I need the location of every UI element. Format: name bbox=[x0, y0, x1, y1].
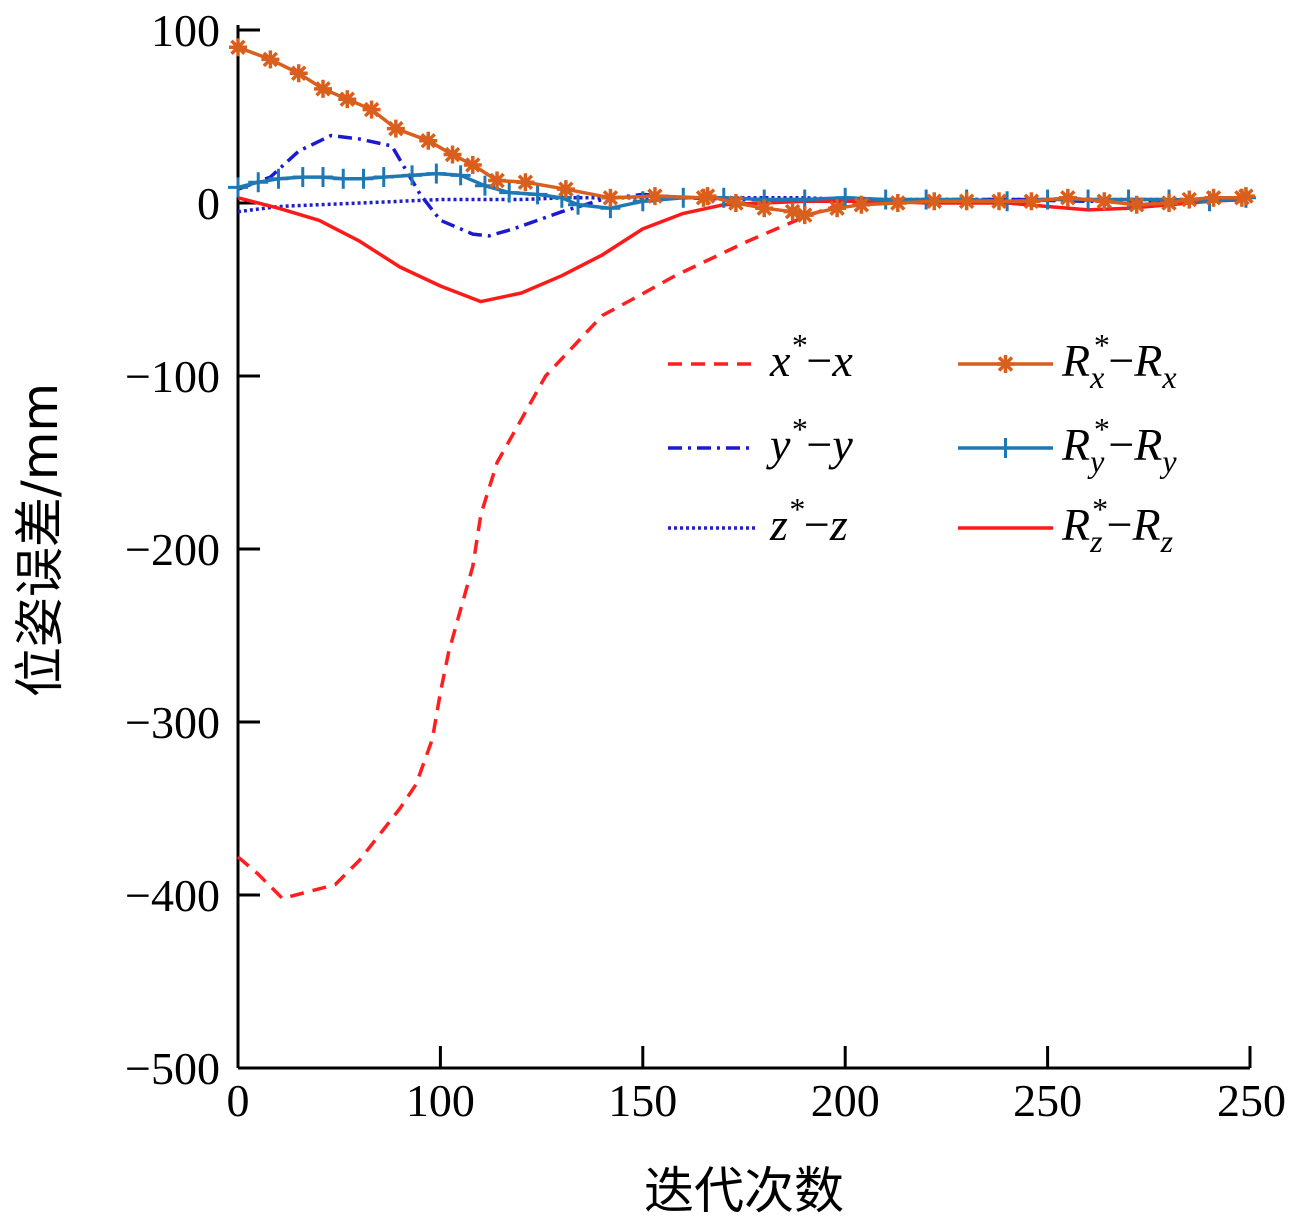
legend-swatch-marker bbox=[996, 355, 1015, 373]
series-Ry-4-marker bbox=[426, 163, 447, 184]
series-Rx-3-marker bbox=[419, 131, 438, 150]
legend-item: Rx*−Rx bbox=[958, 327, 1177, 395]
series-Rx-3-marker bbox=[1022, 192, 1041, 211]
legend-item: z*−z bbox=[668, 491, 848, 550]
series-Rx-3-marker bbox=[1095, 192, 1114, 211]
series-Rx-3-marker bbox=[1127, 195, 1146, 214]
legend-label: x*−x bbox=[769, 327, 853, 386]
series-Rx-3-marker bbox=[488, 171, 507, 190]
series-Ry-4-marker bbox=[292, 167, 313, 188]
series-Ry-4-marker bbox=[313, 167, 334, 188]
series-Rx-3-marker bbox=[1160, 194, 1179, 212]
y-tick-label: −300 bbox=[125, 697, 220, 748]
series-Rx-3-marker bbox=[888, 194, 907, 212]
series-Ry-4-marker bbox=[353, 168, 374, 189]
plot-lines bbox=[228, 38, 1256, 901]
series-Rx-3-marker bbox=[443, 145, 462, 164]
series-Rx-3-marker bbox=[925, 192, 944, 211]
series-Rx-3-marker bbox=[386, 119, 405, 138]
series-Rx-3-marker bbox=[338, 90, 357, 109]
series-Ry-4-marker bbox=[402, 165, 423, 186]
series-Rx-3-marker bbox=[362, 100, 381, 119]
series-yy-1-line bbox=[237, 133, 1247, 238]
series-Rx-3-marker bbox=[556, 180, 575, 199]
series-Rz-5 bbox=[237, 196, 1247, 304]
series-Ry-4-marker bbox=[499, 182, 520, 203]
series-Ry-4-marker bbox=[568, 194, 589, 215]
x-axis-title: 迭代次数 bbox=[644, 1162, 844, 1220]
legend-label: Ry*−Ry bbox=[1061, 411, 1177, 479]
series-Rx-3-marker bbox=[957, 192, 976, 211]
x-tick-label: 150 bbox=[608, 1075, 677, 1126]
series-Rx-3-marker bbox=[990, 192, 1009, 211]
series-Rx-3-marker bbox=[516, 173, 535, 192]
legend-swatch-marker bbox=[995, 438, 1016, 458]
x-tick-label: 200 bbox=[811, 1075, 880, 1126]
series-Rx-3-marker bbox=[783, 202, 802, 221]
series-Ry-4-marker bbox=[228, 177, 248, 198]
series-Rx-3-marker bbox=[645, 187, 664, 206]
legend-item: Rz*−Rz bbox=[958, 491, 1174, 559]
legend: x*−x Rx*−Rx y*−y Ry*−Ry z*−z Rz*−Rz bbox=[668, 327, 1177, 559]
series-Rx-3-marker bbox=[1058, 188, 1077, 207]
series-Rx-3-marker bbox=[289, 64, 308, 83]
series-Rx-3-marker bbox=[698, 187, 717, 206]
y-tick-label: −100 bbox=[125, 351, 220, 402]
series-Rx-3-marker bbox=[463, 155, 482, 174]
series-Ry-4-marker bbox=[373, 167, 394, 188]
x-tick-label: 100 bbox=[406, 1075, 475, 1126]
series-Rx-3-marker bbox=[261, 50, 280, 69]
legend-label: Rx*−Rx bbox=[1061, 327, 1177, 395]
y-tick-label: −400 bbox=[125, 870, 220, 921]
y-tick-label: −500 bbox=[125, 1043, 220, 1094]
series-Ry-4-marker bbox=[268, 168, 289, 189]
series-Rx-3-marker bbox=[1236, 187, 1255, 206]
x-tick-label: 0 bbox=[227, 1075, 250, 1126]
y-axis-title: 位姿误差/mm bbox=[11, 383, 69, 697]
series-Rx-3 bbox=[229, 38, 1255, 225]
series-Rx-3-marker bbox=[601, 188, 620, 207]
series-Rx-3-marker bbox=[726, 194, 745, 212]
series-Rx-3-marker bbox=[1180, 190, 1199, 209]
series-Rx-3-marker bbox=[852, 195, 871, 214]
series-Rx-3-marker bbox=[229, 38, 247, 57]
y-tick-label: −200 bbox=[125, 524, 220, 575]
series-Rx-3-marker bbox=[795, 206, 814, 225]
series-Ry-4-marker bbox=[248, 172, 269, 193]
series-Rx-3-line bbox=[237, 45, 1247, 217]
series-Rx-3-marker bbox=[828, 199, 847, 218]
series-Ry-4-marker bbox=[333, 168, 354, 189]
legend-item: x*−x bbox=[668, 327, 853, 386]
x-tick-label: 250 bbox=[1217, 1075, 1286, 1126]
series-Rx-3-marker bbox=[755, 199, 774, 218]
series-Ry-4-marker bbox=[450, 165, 471, 186]
series-Rx-3-marker bbox=[314, 79, 333, 98]
y-tick-label: 0 bbox=[197, 178, 220, 229]
legend-item: Ry*−Ry bbox=[958, 411, 1177, 479]
y-tick-label: 100 bbox=[151, 5, 220, 56]
legend-label: Rz*−Rz bbox=[1061, 491, 1174, 559]
series-Ry-4-marker bbox=[527, 184, 548, 205]
series-Rz-5-line bbox=[237, 196, 1247, 304]
series-Ry-4-marker bbox=[835, 187, 856, 208]
series-yy-1 bbox=[237, 133, 1247, 238]
x-tick-label: 250 bbox=[1013, 1075, 1082, 1126]
legend-item: y*−y bbox=[668, 411, 853, 470]
legend-label: z*−z bbox=[769, 491, 848, 550]
series-Rx-3-marker bbox=[1204, 188, 1223, 207]
legend-label: y*−y bbox=[766, 411, 853, 470]
